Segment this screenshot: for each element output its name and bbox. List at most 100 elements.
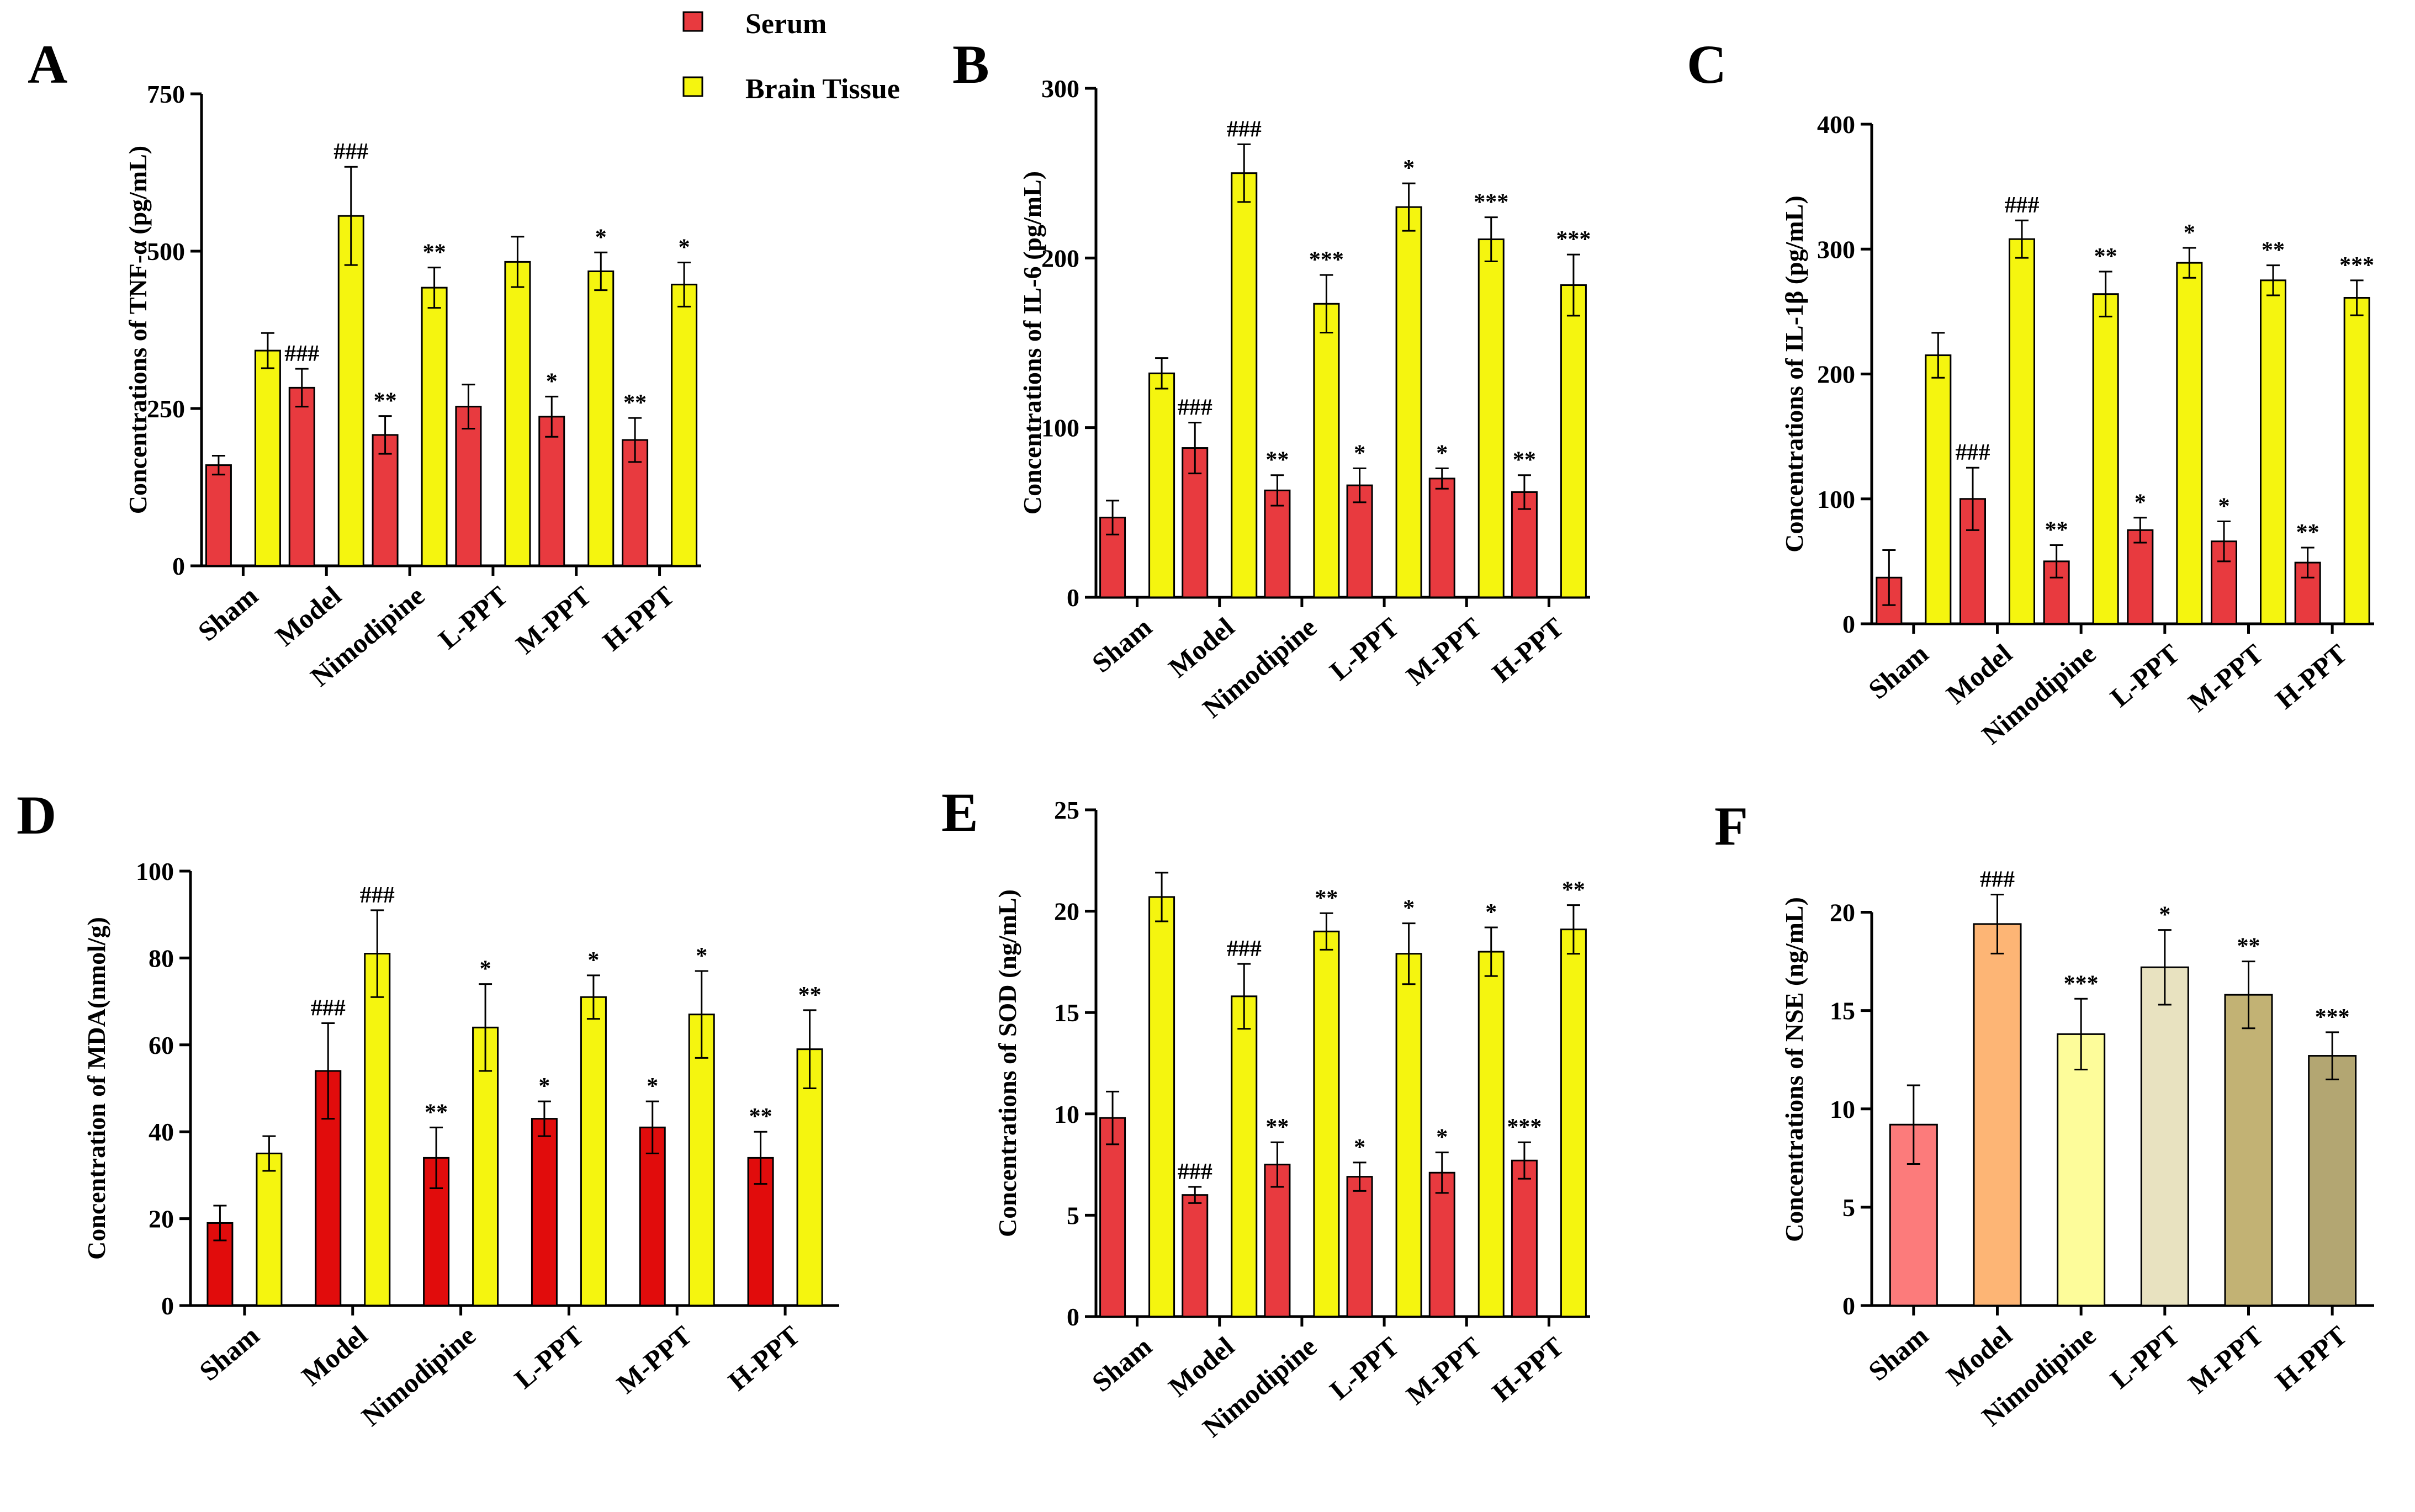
significance-label: ### — [360, 883, 395, 908]
significance-label: *** — [2315, 1005, 2350, 1030]
y-tick-label: 20 — [149, 1205, 174, 1233]
y-tick-label: 200 — [1041, 244, 1079, 272]
bar-brain-tissue — [2176, 262, 2203, 625]
y-tick-label: 10 — [1830, 1095, 1855, 1123]
significance-label: ** — [623, 390, 647, 416]
significance-label: * — [1436, 441, 1448, 466]
x-category-label: Model — [1940, 1319, 2017, 1391]
x-category-label: M-PPT — [2182, 638, 2269, 718]
x-category-label: L-PPT — [432, 580, 513, 655]
bar-serum — [1346, 1176, 1373, 1318]
bar-brain-tissue — [1560, 929, 1587, 1318]
x-category-label: H-PPT — [2269, 638, 2353, 715]
bar-nse — [2224, 994, 2273, 1307]
x-category-label: L-PPT — [1324, 612, 1405, 687]
significance-label: ** — [1562, 878, 1585, 903]
bar-nse — [2140, 966, 2189, 1307]
significance-label: * — [1354, 441, 1365, 466]
significance-label: * — [546, 369, 558, 394]
bar-brain-tissue — [1925, 354, 1952, 625]
significance-label: * — [480, 957, 491, 982]
bar-brain-tissue — [1313, 303, 1340, 598]
y-tick-label: 500 — [147, 237, 185, 266]
bar-brain-tissue — [337, 215, 364, 567]
y-tick-label: 0 — [172, 552, 185, 580]
y-tick-label: 100 — [136, 857, 174, 885]
x-category-label: H-PPT — [1486, 612, 1570, 688]
panel-letter: C — [1687, 34, 1726, 95]
y-axis-label: Concentrations of IL-6 (pg/mL) — [1018, 171, 1046, 514]
panel-letter: B — [952, 34, 989, 95]
x-category-label: M-PPT — [1400, 1331, 1487, 1411]
legend-label-brain-tissue: Brain Tissue — [745, 73, 900, 105]
significance-label: ### — [333, 139, 368, 165]
significance-label: ** — [2237, 934, 2260, 959]
y-axis-label: Concentrations of IL-1β (pg/mL) — [1780, 195, 1808, 553]
panel-D: D 0 20 40 60 80 100 Concentration of MDA(nmol/g… — [17, 784, 839, 1432]
x-category-label: Sham — [1862, 1320, 1934, 1387]
panel-letter: D — [17, 784, 56, 846]
significance-label: *** — [1556, 227, 1591, 252]
significance-label: ** — [1265, 448, 1289, 473]
bar-brain-tissue — [1395, 953, 1422, 1318]
significance-label: * — [1403, 896, 1415, 921]
y-axis-label: Concentrations of NSE (ng/mL) — [1780, 897, 1808, 1242]
bar-brain-tissue — [1313, 930, 1340, 1318]
significance-label: * — [1436, 1125, 1448, 1150]
significance-label: * — [595, 225, 607, 250]
x-category-label: Sham — [1086, 612, 1158, 678]
bar-serum — [1428, 1171, 1455, 1318]
significance-label: ### — [2005, 193, 2040, 218]
bar-serum — [1428, 478, 1455, 598]
significance-label: ### — [1227, 936, 1262, 962]
bar-brain-tissue — [1477, 238, 1505, 598]
panel-letter: F — [1714, 795, 1748, 857]
x-category-label: Sham — [193, 1320, 265, 1387]
bar-brain-tissue — [1148, 372, 1175, 598]
y-tick-label: 0 — [1842, 1292, 1855, 1320]
y-tick-label: 5 — [1842, 1193, 1855, 1222]
bar-brain-tissue — [580, 996, 607, 1307]
panel-A: A 0 250 500 750 Concentrations of TNF-α (pg/m… — [28, 34, 701, 692]
significance-label: ** — [425, 1100, 448, 1125]
x-category-label: H-PPT — [2269, 1320, 2353, 1397]
bar-brain-tissue — [1231, 995, 1258, 1318]
y-tick-label: 40 — [149, 1118, 174, 1146]
legend-label-serum: Serum — [745, 8, 827, 40]
x-category-label: H-PPT — [1486, 1331, 1570, 1408]
y-axis-label: Concentrations of SOD (ng/mL) — [993, 889, 1021, 1237]
bar-serum — [538, 416, 565, 567]
bar-serum — [2127, 529, 2154, 625]
y-tick-label: 300 — [1041, 75, 1079, 103]
y-tick-label: 0 — [1067, 1303, 1079, 1331]
y-tick-label: 100 — [1041, 414, 1079, 442]
bar-brain-tissue — [504, 261, 531, 567]
significance-label: * — [1354, 1135, 1365, 1160]
x-category-label: Model — [269, 580, 347, 651]
bar-serum — [455, 406, 482, 567]
significance-label: ### — [1178, 1159, 1212, 1185]
significance-label: *** — [2064, 971, 2099, 996]
y-tick-label: 60 — [149, 1031, 174, 1059]
x-category-label: Model — [1163, 1330, 1240, 1402]
significance-label: ** — [2045, 517, 2068, 543]
x-category-label: M-PPT — [510, 580, 597, 660]
bar-brain-tissue — [2009, 238, 2035, 625]
significance-label: * — [587, 948, 599, 973]
panel-letter: A — [28, 34, 67, 95]
significance-label: ### — [1956, 440, 1990, 465]
significance-label: ** — [423, 240, 446, 266]
y-axis-label: Concentration of MDA(nmol/g) — [82, 917, 110, 1260]
x-category-label: Sham — [1862, 638, 1934, 705]
significance-label: * — [1403, 156, 1415, 181]
bar-nse — [2308, 1055, 2357, 1307]
bar-nse — [1973, 923, 2022, 1307]
significance-label: ### — [284, 341, 319, 367]
y-tick-label: 5 — [1067, 1201, 1079, 1229]
bar-serum — [1099, 1117, 1126, 1318]
bar-brain-tissue — [671, 283, 698, 567]
x-category-label: M-PPT — [1400, 612, 1487, 692]
bar-brain-tissue — [1477, 951, 1505, 1318]
bar-brain-tissue — [688, 1014, 715, 1307]
y-tick-label: 0 — [1067, 583, 1079, 612]
